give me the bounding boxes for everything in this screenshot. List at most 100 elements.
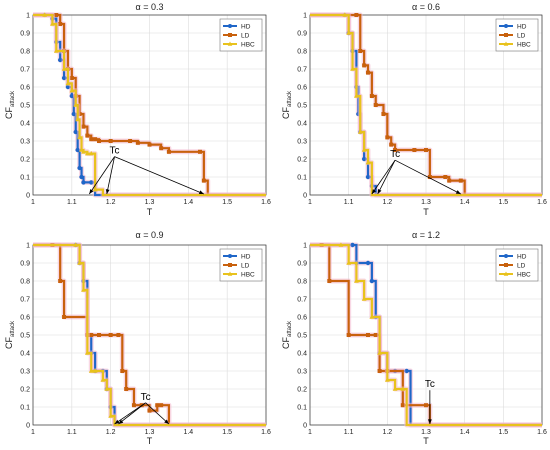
x-tick-label: 1.1 xyxy=(67,429,77,436)
arrow-head xyxy=(118,419,124,424)
data-point xyxy=(73,102,79,107)
y-tick-label: 0.6 xyxy=(297,315,307,322)
x-tick-label: 1.3 xyxy=(145,199,155,206)
annotation-arrow xyxy=(145,402,170,425)
data-point xyxy=(54,13,59,17)
data-point xyxy=(88,151,94,156)
data-point xyxy=(361,147,367,152)
data-point xyxy=(89,333,94,337)
y-axis-label-subscript: attack xyxy=(10,90,16,107)
chart-panel: 1 1.1 1.2 1.3 1.4 1.5 1.6 0 0.1 0.2 0.3 0.4 0.5 0.6 0.… xyxy=(281,2,547,217)
x-tick-label: 1.3 xyxy=(421,199,431,206)
data-point xyxy=(393,148,398,152)
data-point xyxy=(361,296,367,301)
data-point xyxy=(424,403,428,408)
y-tick-label: 0.8 xyxy=(20,279,30,286)
x-tick-label: 1.2 xyxy=(382,429,392,436)
y-tick-label: 0.8 xyxy=(297,279,307,286)
data-point xyxy=(400,403,405,408)
data-point xyxy=(369,278,375,284)
data-point xyxy=(389,142,394,147)
y-tick-label: 1 xyxy=(303,243,307,250)
y-tick-label: 0 xyxy=(26,423,30,430)
data-point xyxy=(77,165,82,171)
legend-label: HD xyxy=(241,24,251,31)
y-axis-label-main: CF xyxy=(281,107,291,119)
arrow-head xyxy=(377,189,382,194)
data-point xyxy=(365,260,371,266)
annotation-label: Tc xyxy=(390,149,400,160)
legend-label: LD xyxy=(241,263,250,270)
data-point xyxy=(84,151,90,156)
arrow-head xyxy=(105,189,110,194)
y-axis-label: CFattack xyxy=(281,320,293,349)
data-point xyxy=(365,174,371,180)
data-point xyxy=(147,142,152,147)
x-tick-label: 1.5 xyxy=(498,199,508,206)
y-tick-label: 0.6 xyxy=(20,85,30,92)
data-point xyxy=(159,146,164,151)
x-tick-label: 1.1 xyxy=(344,429,354,436)
chart-panel: 1 1.1 1.2 1.3 1.4 1.5 1.6 0 0.1 0.2 0.3 0.4 0.5 0.6 0.… xyxy=(281,230,547,446)
data-point xyxy=(128,139,133,143)
data-point xyxy=(350,66,355,71)
x-axis-label: T xyxy=(147,436,153,446)
y-axis-label-main: CF xyxy=(4,107,14,119)
y-axis-label-main: CF xyxy=(4,337,14,349)
y-tick-label: 0.7 xyxy=(297,67,307,74)
y-tick-label: 0.5 xyxy=(297,333,307,340)
data-point xyxy=(385,135,390,140)
data-point xyxy=(92,187,98,192)
annotation-label: Tc xyxy=(141,392,151,403)
data-point xyxy=(62,315,67,319)
data-point xyxy=(424,148,428,152)
y-tick-label: 0.9 xyxy=(297,261,307,268)
annotation-label: Tc xyxy=(110,146,120,157)
y-axis-label: CFattack xyxy=(4,90,16,119)
arrow-head xyxy=(89,189,94,194)
data-point xyxy=(381,112,386,116)
legend-label: HD xyxy=(517,24,527,31)
data-point xyxy=(346,260,352,265)
legend: HD LD HBC xyxy=(219,18,263,52)
y-tick-label: 0.4 xyxy=(297,351,307,358)
data-point xyxy=(97,333,102,337)
data-point xyxy=(338,242,344,247)
data-point xyxy=(357,129,363,134)
x-tick-label: 1.6 xyxy=(537,429,547,436)
data-point xyxy=(443,175,448,179)
y-tick-label: 0.4 xyxy=(20,121,30,128)
data-point xyxy=(108,413,114,418)
x-axis-label: T xyxy=(423,436,429,446)
y-tick-label: 0.1 xyxy=(297,405,307,412)
data-point xyxy=(327,279,332,283)
y-tick-label: 0 xyxy=(303,193,307,200)
y-tick-label: 1 xyxy=(303,13,307,20)
y-tick-label: 1 xyxy=(26,243,30,250)
data-point xyxy=(369,94,374,98)
x-tick-label: 1.3 xyxy=(145,429,155,436)
data-point xyxy=(354,93,359,98)
data-point xyxy=(366,70,370,75)
annotation-arrow xyxy=(88,156,115,195)
y-axis-label-main: CF xyxy=(281,337,291,349)
x-tick-label: 1.4 xyxy=(183,199,193,206)
y-tick-label: 0.3 xyxy=(20,139,30,146)
arrow-head xyxy=(114,419,120,424)
x-tick-label: 1 xyxy=(31,199,35,206)
y-tick-label: 0.9 xyxy=(20,261,30,268)
data-point xyxy=(89,137,94,142)
data-point xyxy=(400,386,406,391)
x-tick-label: 1.4 xyxy=(460,199,470,206)
data-point xyxy=(81,124,86,129)
annotation-arrow xyxy=(371,159,396,195)
data-point xyxy=(93,137,98,142)
x-tick-label: 1.4 xyxy=(183,429,193,436)
legend-label: HBC xyxy=(517,42,531,49)
data-point xyxy=(365,160,371,165)
y-tick-label: 0.1 xyxy=(20,175,30,182)
chart-title: α = 0.6 xyxy=(412,2,440,12)
y-axis-label: CFattack xyxy=(281,90,293,119)
x-tick-label: 1.6 xyxy=(537,199,547,206)
data-point xyxy=(81,180,86,185)
